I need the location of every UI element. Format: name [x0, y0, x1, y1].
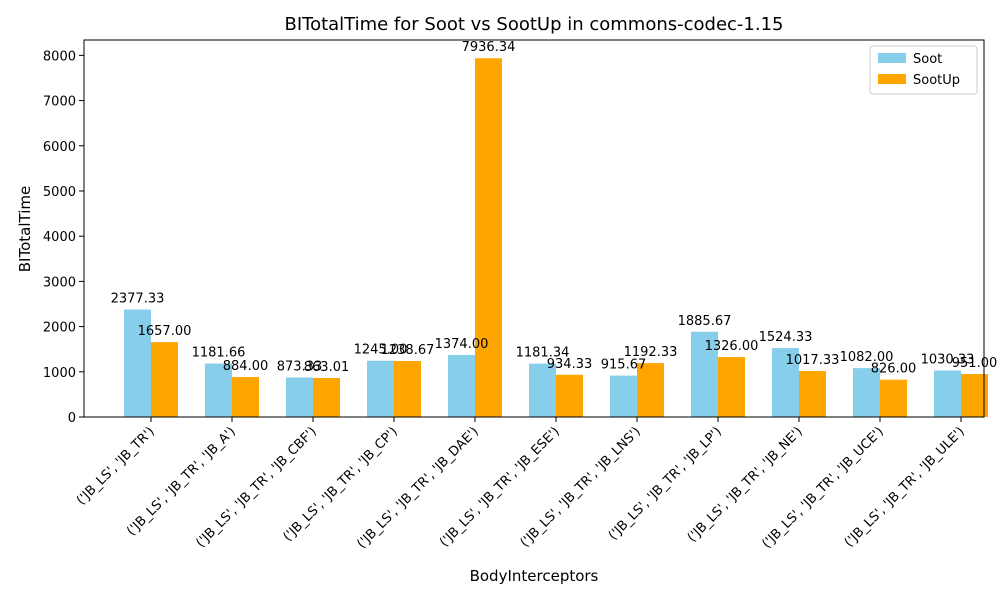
y-tick-label-2000: 2000 [43, 321, 76, 336]
bar-soot-8 [772, 348, 799, 417]
x-axis-title: BodyInterceptors [470, 567, 599, 585]
data-label-soot-5: 1181.34 [516, 346, 570, 361]
bar-sootup-4 [475, 58, 502, 418]
y-tick-label-0: 0 [68, 411, 76, 426]
data-label-soot-6: 915.67 [601, 358, 647, 373]
bar-sootup-5 [556, 374, 583, 417]
y-tick-label-3000: 3000 [43, 275, 76, 290]
data-label-soot-0: 2377.33 [111, 292, 165, 307]
bar-soot-1 [205, 363, 232, 417]
data-label-sootup-2: 863.01 [304, 360, 350, 375]
bar-soot-0 [124, 309, 151, 417]
data-label-soot-9: 1082.00 [840, 350, 894, 365]
bar-soot-5 [529, 363, 556, 417]
data-label-sootup-6: 1192.33 [624, 345, 678, 360]
y-axis-title: BITotalTime [16, 186, 34, 272]
x-axis: ('JB_LS', 'JB_TR')('JB_LS', 'JB_TR', 'JB… [74, 417, 968, 552]
bar-soot-10 [934, 370, 961, 417]
data-label-sootup-4: 7936.34 [462, 40, 516, 55]
bars-group [124, 58, 988, 418]
bar-sootup-2 [313, 377, 340, 417]
legend: Soot SootUp [869, 45, 978, 95]
bar-soot-7 [691, 331, 718, 417]
data-label-sootup-1: 884.00 [223, 359, 269, 374]
data-label-soot-3: 1245.00 [354, 343, 408, 358]
bar-sootup-3 [394, 361, 421, 417]
y-tick-label-6000: 6000 [43, 140, 76, 155]
chart-title: BITotalTime for Soot vs SootUp in common… [284, 14, 783, 35]
data-label-sootup-9: 826.00 [871, 362, 917, 377]
bar-soot-6 [610, 375, 637, 417]
bar-sootup-1 [232, 377, 259, 417]
bar-soot-3 [367, 360, 394, 417]
x-tick-label-0: ('JB_LS', 'JB_TR') [74, 424, 158, 508]
bar-soot-4 [448, 354, 475, 417]
bar-sootup-7 [718, 357, 745, 417]
data-label-sootup-5: 934.33 [547, 357, 593, 372]
bar-soot-9 [853, 368, 880, 417]
bar-soot-2 [286, 377, 313, 417]
data-label-sootup-10: 951.00 [952, 356, 998, 371]
data-label-sootup-3: 1238.67 [381, 343, 435, 358]
y-tick-label-4000: 4000 [43, 230, 76, 245]
bar-sootup-6 [637, 363, 664, 417]
y-axis: 0 1000 2000 3000 4000 5000 6000 7000 8000 [43, 49, 84, 426]
data-label-sootup-0: 1657.00 [138, 324, 192, 339]
legend-swatch-soot [878, 53, 906, 63]
y-tick-label-8000: 8000 [43, 49, 76, 64]
legend-label-soot: Soot [913, 52, 942, 67]
data-label-soot-10: 1030.33 [921, 352, 975, 367]
bar-sootup-9 [880, 379, 907, 417]
y-tick-label-7000: 7000 [43, 95, 76, 110]
data-label-sootup-7: 1326.00 [705, 339, 759, 354]
bar-sootup-8 [799, 371, 826, 417]
y-tick-label-1000: 1000 [43, 366, 76, 381]
y-tick-label-5000: 5000 [43, 185, 76, 200]
data-label-soot-8: 1524.33 [759, 330, 813, 345]
data-label-soot-7: 1885.67 [678, 314, 732, 329]
legend-label-sootup: SootUp [913, 73, 960, 88]
bar-sootup-0 [151, 342, 178, 417]
data-label-soot-1: 1181.66 [192, 346, 246, 361]
data-label-sootup-8: 1017.33 [786, 353, 840, 368]
legend-swatch-sootup [878, 74, 906, 84]
plot-frame [83, 39, 985, 418]
data-label-soot-4: 1374.00 [435, 337, 489, 352]
data-label-soot-2: 873.33 [277, 360, 323, 375]
